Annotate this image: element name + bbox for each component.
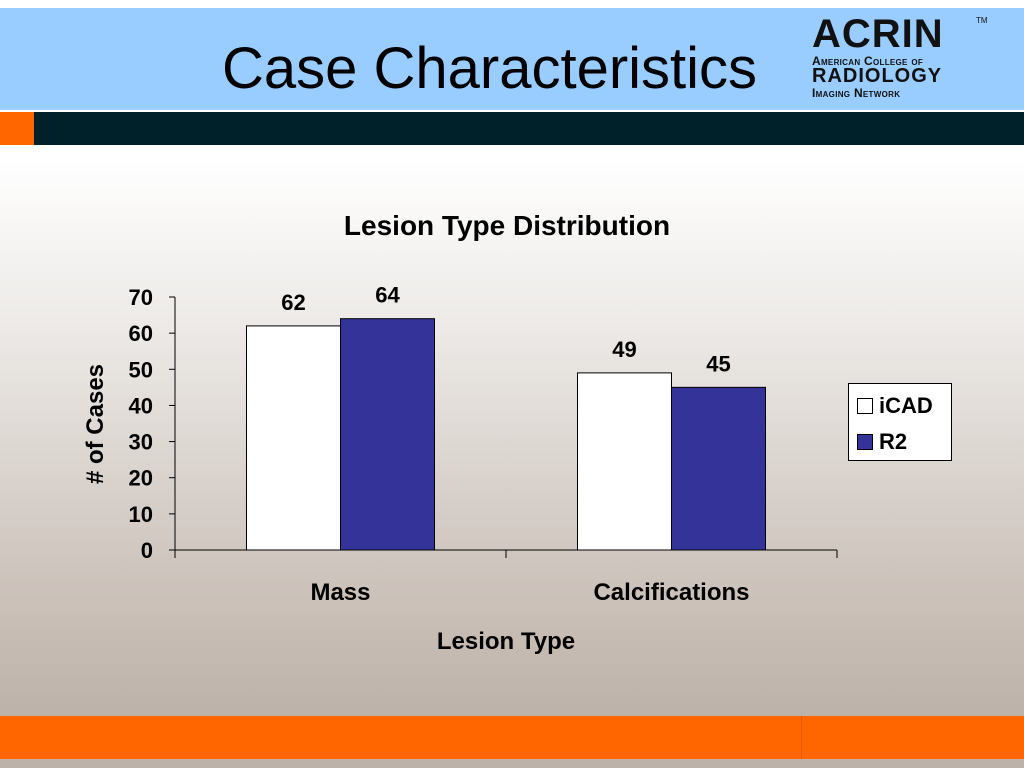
data-label: 45 bbox=[706, 351, 730, 376]
x-axis-title: Lesion Type bbox=[437, 628, 575, 655]
chart-legend: iCAD R2 bbox=[848, 383, 952, 461]
legend-swatch-icad bbox=[857, 398, 873, 414]
legend-item-icad: iCAD bbox=[857, 393, 933, 418]
bar-icad-mass bbox=[246, 325, 341, 551]
logo-wordmark: ACRIN bbox=[812, 12, 944, 56]
y-tick-label: 20 bbox=[129, 466, 153, 491]
y-tick-label: 70 bbox=[129, 285, 153, 310]
data-label: 49 bbox=[612, 337, 636, 362]
data-label: 64 bbox=[375, 283, 400, 308]
logo-line-2: RADIOLOGY bbox=[812, 65, 943, 87]
y-tick-label: 40 bbox=[129, 393, 153, 418]
logo-line-1: American College of bbox=[812, 54, 924, 68]
y-tick-label: 60 bbox=[129, 321, 153, 346]
bar-icad-calcifications bbox=[577, 372, 672, 551]
legend-label-icad: iCAD bbox=[879, 393, 933, 418]
bar-r2-mass bbox=[340, 318, 435, 551]
header-band bbox=[0, 8, 1024, 110]
bar-r2-calcifications bbox=[671, 386, 766, 551]
data-label: 62 bbox=[281, 290, 305, 315]
slide-title: Case Characteristics bbox=[222, 36, 758, 101]
y-tick-label: 10 bbox=[129, 502, 153, 527]
chart-title: Lesion Type Distribution bbox=[344, 210, 670, 241]
x-tick-label: Calcifications bbox=[593, 579, 749, 606]
y-tick-label: 30 bbox=[129, 430, 153, 455]
y-tick-label: 0 bbox=[141, 538, 153, 563]
legend-item-r2: R2 bbox=[857, 429, 908, 454]
title-divider-bar bbox=[34, 112, 1024, 145]
legend-swatch-r2 bbox=[857, 434, 873, 450]
acrin-logo: ACRIN TM American College of RADIOLOGY I… bbox=[808, 14, 988, 100]
x-tick-label: Mass bbox=[310, 579, 370, 606]
legend-label-r2: R2 bbox=[879, 429, 908, 454]
y-axis-title: # of Cases bbox=[82, 364, 109, 484]
logo-line-3: Imaging Network bbox=[812, 86, 901, 100]
footer-band bbox=[0, 716, 1024, 759]
logo-trademark: TM bbox=[976, 16, 988, 25]
y-tick-label: 50 bbox=[129, 357, 153, 382]
accent-block bbox=[0, 112, 34, 145]
footer-divider bbox=[801, 716, 802, 759]
